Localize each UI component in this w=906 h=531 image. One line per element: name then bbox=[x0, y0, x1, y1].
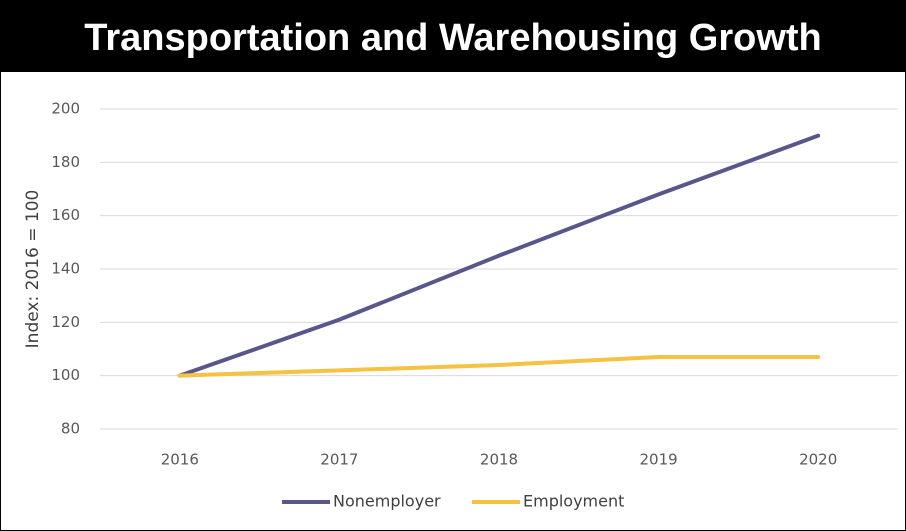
y-tick-label: 80 bbox=[61, 420, 80, 438]
y-tick-label: 100 bbox=[51, 366, 80, 384]
y-tick-label: 140 bbox=[51, 260, 80, 278]
legend-label: Employment bbox=[523, 492, 624, 511]
y-axis-label: Index: 2016 = 100 bbox=[23, 190, 43, 349]
chart-title: Transportation and Warehousing Growth bbox=[84, 17, 822, 59]
x-tick-label: 2019 bbox=[640, 451, 678, 469]
title-banner bbox=[0, 0, 906, 72]
y-tick-label: 200 bbox=[51, 100, 80, 118]
x-tick-label: 2016 bbox=[161, 451, 199, 469]
x-tick-label: 2018 bbox=[480, 451, 518, 469]
y-tick-label: 120 bbox=[51, 313, 80, 331]
line-series bbox=[177, 133, 821, 378]
line-series bbox=[177, 355, 821, 378]
y-tick-label: 180 bbox=[51, 153, 80, 171]
x-tick-label: 2020 bbox=[799, 451, 837, 469]
x-tick-label: 2017 bbox=[320, 451, 358, 469]
y-tick-label: 160 bbox=[51, 206, 80, 224]
legend-label: Nonemployer bbox=[333, 492, 441, 511]
